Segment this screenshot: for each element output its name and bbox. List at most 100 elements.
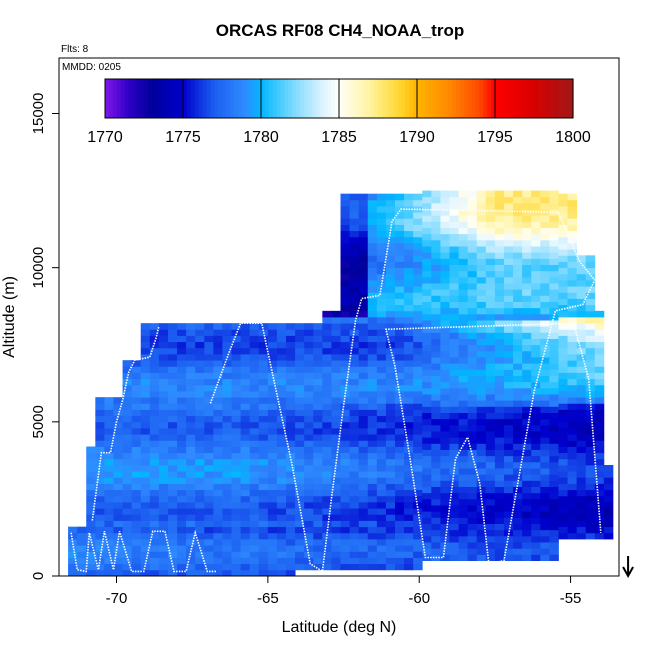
colorbar-segment	[159, 79, 165, 118]
heatmap-cell	[531, 326, 541, 333]
heatmap-cell	[222, 465, 232, 472]
heatmap-cell	[186, 421, 196, 429]
heatmap-cell	[167, 354, 178, 361]
heatmap-cell	[476, 412, 487, 420]
heatmap-cell	[222, 347, 232, 355]
heatmap-cell	[413, 452, 423, 460]
heatmap-cell	[149, 452, 160, 460]
heatmap-cell	[195, 360, 205, 367]
heatmap-cell	[485, 468, 496, 475]
heatmap-cell	[549, 486, 559, 494]
heatmap-cell	[494, 196, 505, 204]
heatmap-cell	[367, 280, 378, 287]
heatmap-cell	[122, 471, 133, 478]
colorbar-segment	[346, 79, 352, 118]
heatmap-cell	[149, 341, 160, 349]
heatmap-cell	[576, 495, 587, 503]
heatmap-cell	[322, 317, 332, 324]
heatmap-cell	[503, 523, 514, 531]
heatmap-cell	[304, 335, 314, 343]
heatmap-cell	[113, 508, 123, 515]
heatmap-cell	[395, 236, 405, 244]
heatmap-cell	[385, 347, 396, 355]
heatmap-cell	[331, 434, 341, 441]
heatmap-cell	[449, 542, 459, 549]
heatmap-cell	[340, 218, 350, 225]
heatmap-cell	[422, 233, 432, 241]
heatmap-cell	[404, 502, 414, 509]
heatmap-cell	[367, 539, 378, 546]
heatmap-cell	[231, 520, 242, 528]
heatmap-cell	[140, 384, 151, 392]
heatmap-cell	[449, 406, 459, 413]
heatmap-cell	[603, 483, 614, 491]
heatmap-cell	[531, 289, 541, 296]
heatmap-cell	[485, 542, 496, 549]
heatmap-cell	[104, 526, 114, 534]
heatmap-cell	[503, 357, 514, 364]
heatmap-cell	[476, 252, 487, 259]
heatmap-cell	[177, 489, 187, 497]
heatmap-cell	[149, 502, 160, 509]
heatmap-cell	[458, 394, 469, 401]
heatmap-cell	[404, 372, 414, 380]
heatmap-cell	[549, 332, 559, 339]
heatmap-cell	[149, 508, 160, 515]
heatmap-cell	[249, 520, 260, 528]
heatmap-cell	[567, 421, 578, 429]
heatmap-cell	[195, 415, 205, 423]
heatmap-cell	[149, 539, 160, 546]
heatmap-cell	[485, 455, 496, 463]
heatmap-cell	[549, 498, 559, 506]
heatmap-cell	[558, 452, 568, 460]
colorbar-segment	[245, 79, 250, 118]
heatmap-cell	[204, 545, 214, 552]
heatmap-cell	[594, 372, 605, 380]
heatmap-cell	[113, 458, 123, 466]
heatmap-cell	[413, 495, 423, 503]
heatmap-cell	[358, 360, 369, 367]
heatmap-cell	[485, 406, 496, 413]
heatmap-cell	[367, 415, 378, 423]
heatmap-cell	[485, 554, 496, 561]
heatmap-cell	[467, 498, 478, 506]
heatmap-cell	[376, 292, 387, 299]
colorbar-segment	[179, 79, 184, 118]
heatmap-cell	[340, 508, 350, 515]
heatmap-cell	[131, 502, 142, 509]
heatmap-cell	[531, 344, 541, 352]
heatmap-cell	[567, 354, 578, 361]
heatmap-cell	[576, 261, 587, 269]
heatmap-cell	[431, 202, 441, 210]
heatmap-cell	[513, 209, 523, 216]
heatmap-cell	[440, 394, 450, 401]
heatmap-cell	[149, 384, 160, 392]
heatmap-cell	[349, 354, 360, 361]
heatmap-cell	[249, 391, 260, 398]
heatmap-cell	[313, 471, 323, 478]
heatmap-cell	[367, 255, 378, 262]
heatmap-cell	[213, 372, 223, 380]
heatmap-cell	[140, 452, 151, 460]
heatmap-cell	[385, 384, 396, 392]
heatmap-cell	[258, 440, 269, 447]
heatmap-cell	[358, 508, 369, 515]
heatmap-cell	[513, 283, 523, 290]
heatmap-cell	[349, 471, 360, 478]
heatmap-cell	[222, 341, 232, 349]
heatmap-cell	[304, 532, 314, 540]
heatmap-cell	[167, 483, 178, 491]
heatmap-cell	[177, 329, 187, 336]
heatmap-cell	[485, 338, 496, 346]
heatmap-cell	[422, 221, 432, 228]
heatmap-cell	[68, 539, 78, 546]
heatmap-cell	[222, 526, 232, 534]
heatmap-cell	[440, 554, 450, 561]
heatmap-cell	[531, 394, 541, 401]
heatmap-cell	[494, 498, 505, 506]
heatmap-cell	[476, 332, 487, 339]
heatmap-cell	[422, 542, 432, 549]
heatmap-cell	[322, 458, 332, 466]
heatmap-cell	[385, 218, 396, 225]
heatmap-cell	[177, 354, 187, 361]
